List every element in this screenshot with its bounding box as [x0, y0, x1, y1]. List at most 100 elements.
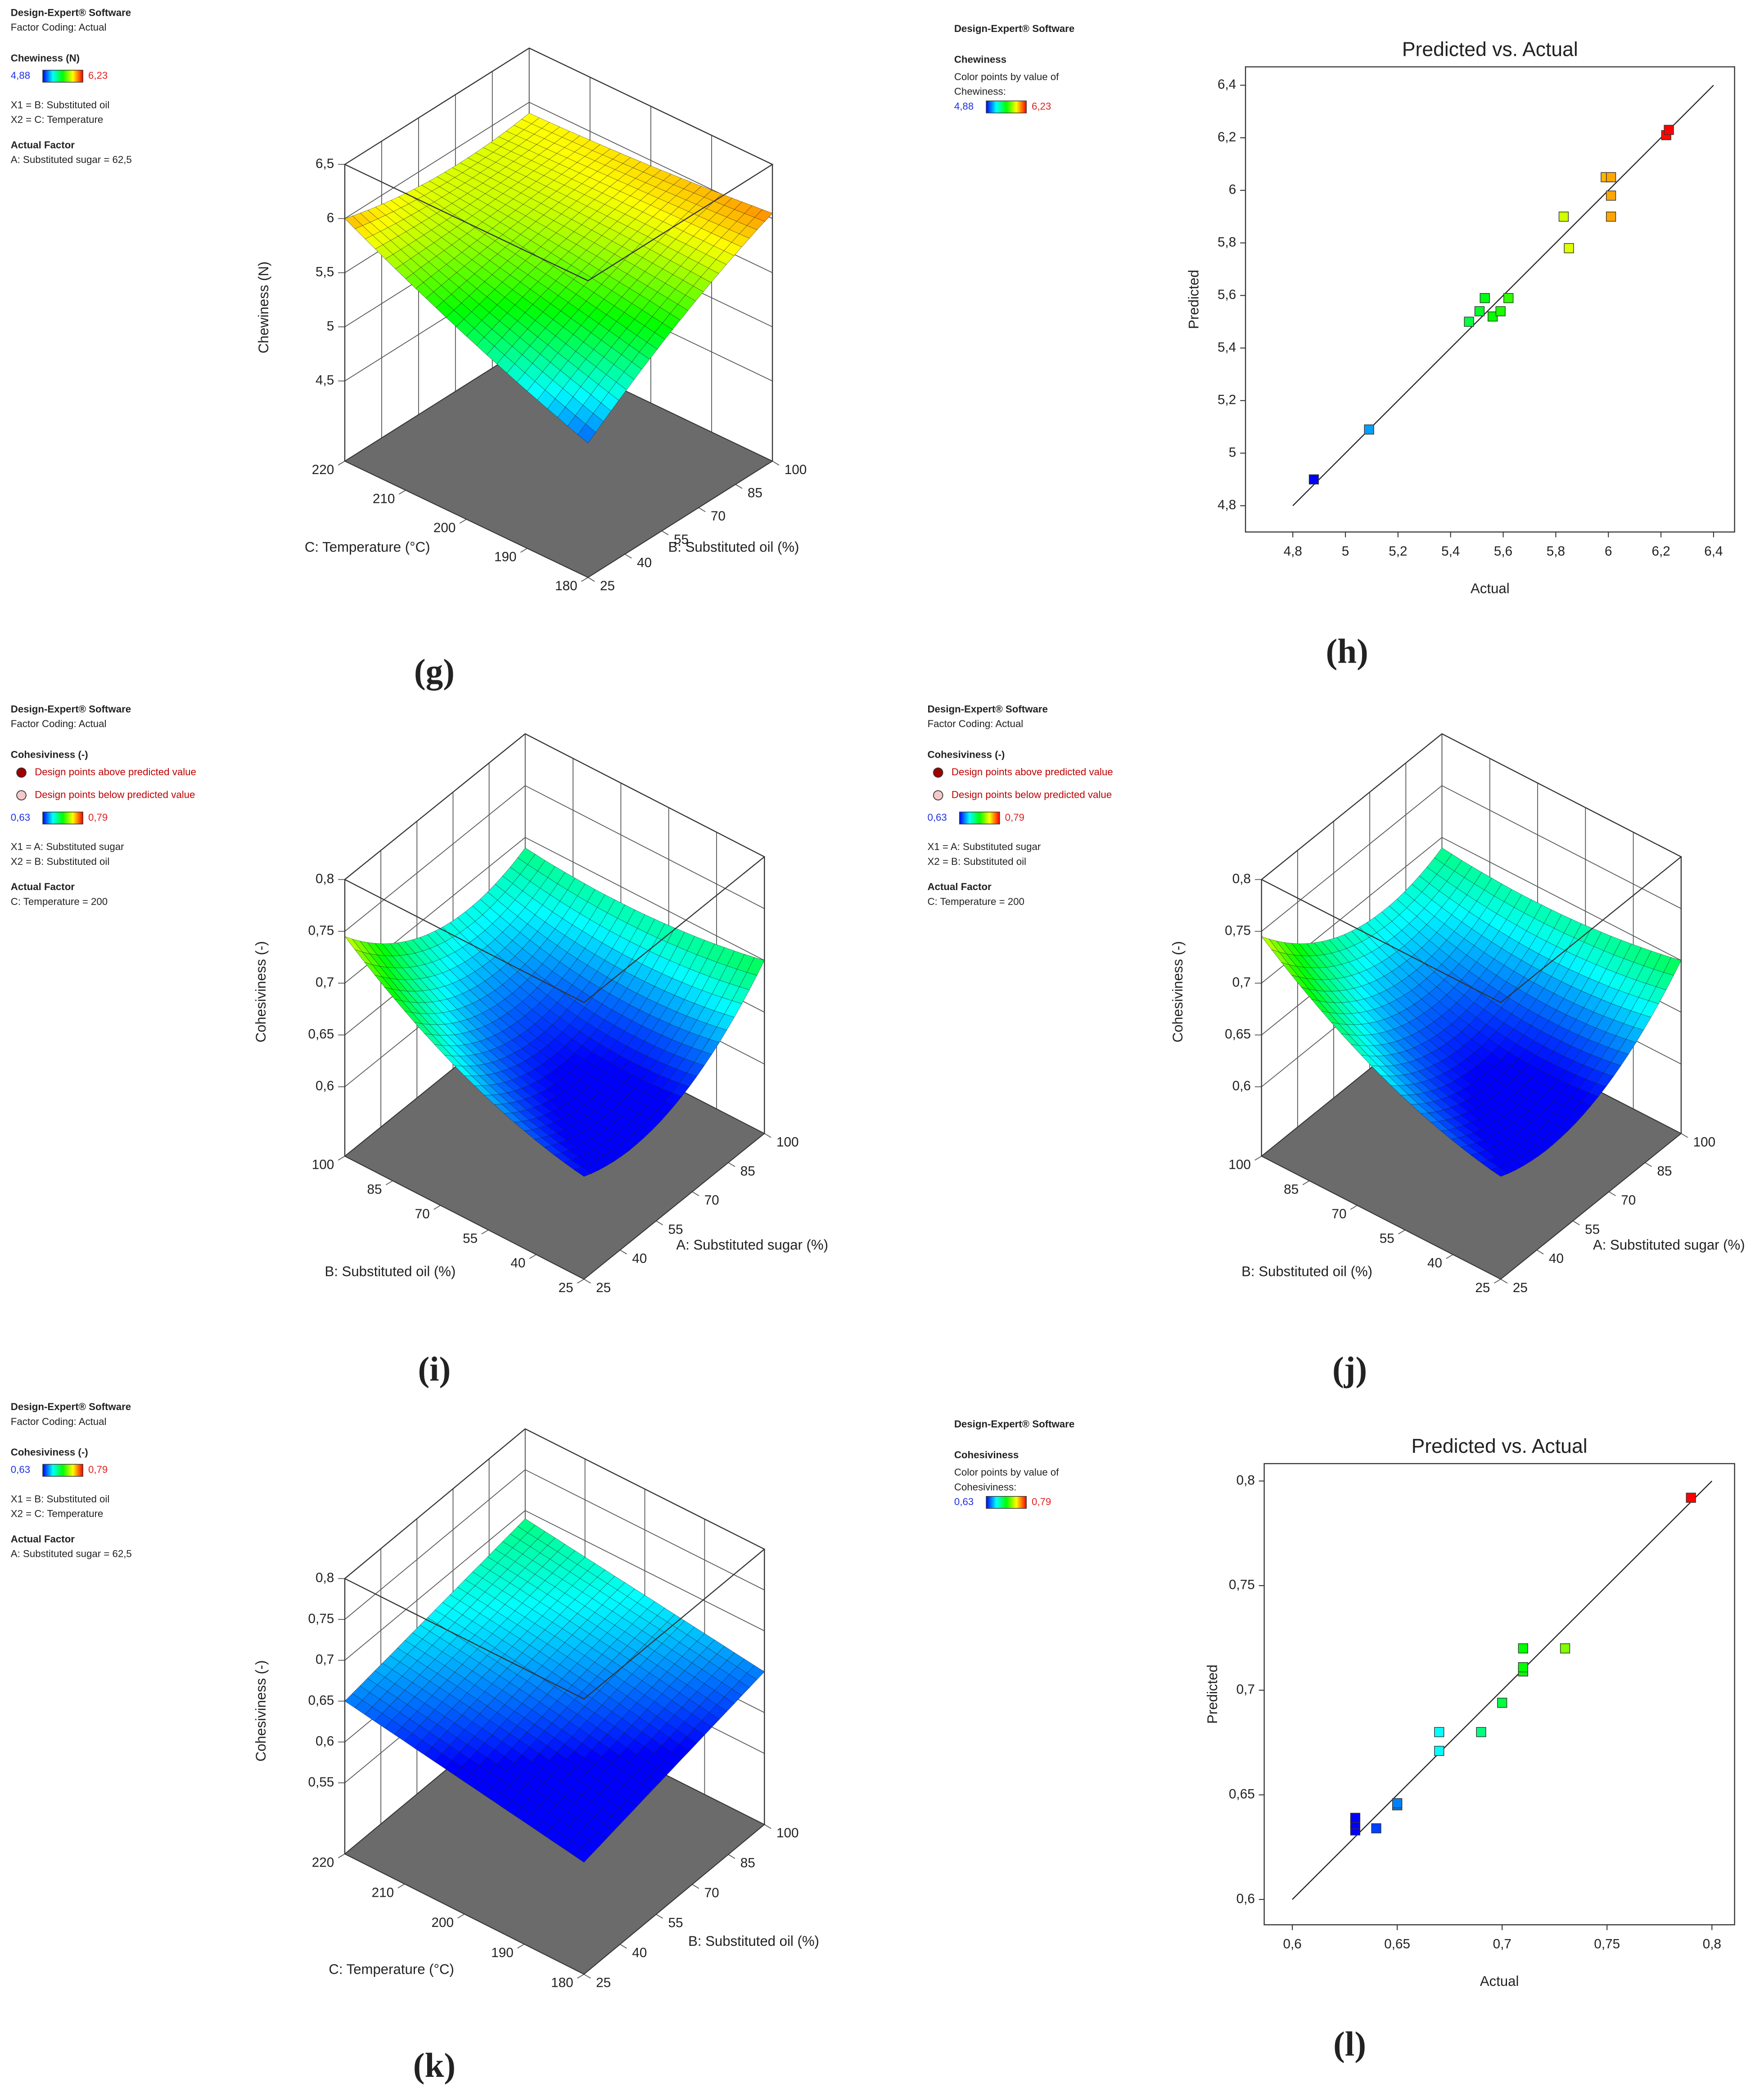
scatter-chart: Predicted vs. Actual Actual Predicted 0,6 0,… [1205, 1435, 1735, 1989]
info-panel: Design-Expert® Software Chewiness Color po… [954, 23, 1074, 113]
actual-factor-heading: Actual Factor [927, 881, 992, 892]
x-axis-title: Actual [1471, 581, 1510, 597]
data-point [1476, 1727, 1486, 1737]
software-name: Design-Expert® Software [11, 1401, 131, 1412]
software-name: Design-Expert® Software [11, 7, 131, 18]
data-point [1392, 1798, 1403, 1809]
x2-tick-label: 55 [1380, 1231, 1394, 1246]
legend-marker [933, 767, 943, 778]
color-note: Cohesiviness: [954, 1481, 1017, 1492]
plot-frame [1263, 1463, 1735, 1926]
x2-tick-label: 25 [559, 1280, 573, 1295]
response-name: Cohesiviness (-) [11, 749, 88, 760]
factor-line: X2 = B: Substituted oil [11, 856, 110, 867]
info-panel: Design-Expert® Software Factor Coding: Ac… [927, 703, 1113, 907]
x2-axis-title: C: Temperature (°C) [305, 539, 430, 555]
x2-axis-title: B: Substituted oil (%) [325, 1264, 456, 1280]
surface-chart: 0,55 0,6 0,65 0,7 0,75 0,8 25 40 55 70 85 100 180 190… [253, 1428, 819, 1990]
wall-grid-line [344, 785, 526, 932]
z-tick-label: 5 [327, 319, 334, 334]
y-tick-label: 0,6 [1236, 1891, 1255, 1906]
legend-label: Design points above predicted value [952, 766, 1113, 778]
x2-tick [338, 461, 345, 466]
response-name: Chewiness (N) [11, 53, 80, 64]
surface [344, 847, 765, 1177]
actual-factor-heading: Actual Factor [11, 139, 75, 150]
data-point [1371, 1823, 1381, 1834]
y-tick-label: 6,4 [1218, 77, 1236, 92]
x2-tick-label: 190 [494, 550, 517, 565]
data-point [1308, 474, 1319, 485]
z-tick-label: 0,65 [1225, 1027, 1251, 1042]
x1-tick [1645, 1162, 1652, 1167]
color-min: 0,63 [11, 1464, 30, 1475]
x1-tick [698, 507, 706, 512]
x2-tick [338, 1156, 345, 1161]
wall-grid-line [525, 785, 765, 909]
z-tick-label: 6,5 [316, 156, 334, 171]
y-tick-label: 5,4 [1218, 340, 1236, 355]
chart-title: Predicted vs. Actual [1412, 1435, 1588, 1457]
x1-tick [620, 1249, 627, 1255]
x2-axis-title: B: Substituted oil (%) [1241, 1264, 1372, 1280]
box-top [343, 1428, 766, 1700]
x2-tick-label: 85 [367, 1182, 382, 1197]
color-max: 0,79 [88, 1464, 108, 1475]
info-panel: Design-Expert® Software Cohesiviness Color… [954, 1419, 1074, 1509]
x-tick-label: 5 [1342, 544, 1349, 559]
legend-marker [933, 790, 943, 800]
panel-label: (g) [414, 652, 455, 691]
colorbar [42, 70, 83, 83]
x2-tick-label: 200 [431, 1915, 454, 1930]
x1-tick [1536, 1249, 1544, 1255]
surface-cell [573, 1847, 592, 1863]
x1-tick-label: 85 [740, 1856, 755, 1871]
z-tick-label: 0,6 [316, 1079, 334, 1094]
box-top [343, 47, 774, 281]
x1-tick-label: 100 [1693, 1135, 1716, 1149]
x2-tick [397, 1883, 405, 1889]
x2-tick [1350, 1205, 1358, 1210]
color-min: 4,88 [954, 100, 974, 112]
x-tick-label: 6,4 [1704, 544, 1723, 559]
color-max: 0,79 [1032, 1496, 1051, 1507]
x2-tick [520, 548, 528, 553]
x2-tick [1493, 1279, 1501, 1284]
x1-tick-label: 25 [596, 1976, 611, 1990]
x1-tick-label: 55 [668, 1222, 683, 1237]
actual-factor: A: Substituted sugar = 62,5 [11, 1548, 132, 1560]
x2-tick [457, 1913, 465, 1919]
x-tick-label: 0,6 [1283, 1937, 1301, 1952]
z-tick-label: 0,8 [316, 871, 334, 886]
box-top [343, 733, 766, 1004]
x1-tick [1572, 1221, 1580, 1225]
z-tick-label: 0,75 [1225, 923, 1251, 938]
x1-tick-label: 55 [1585, 1222, 1600, 1237]
actual-factor-heading: Actual Factor [11, 881, 75, 892]
z-axis-title: Cohesiviness (-) [1170, 941, 1186, 1042]
info-panel: Design-Expert® Software Factor Coding: Ac… [11, 703, 196, 907]
data-point [1606, 172, 1616, 182]
software-name: Design-Expert® Software [927, 703, 1047, 714]
x2-tick-label: 55 [463, 1231, 478, 1246]
data-point [1464, 317, 1474, 327]
y-tick-label: 5 [1229, 445, 1236, 460]
color-max: 6,23 [1032, 100, 1051, 112]
x2-tick-label: 85 [1284, 1182, 1299, 1197]
data-point [1495, 306, 1506, 317]
software-name: Design-Expert® Software [954, 23, 1074, 34]
color-max: 6,23 [88, 70, 108, 81]
info-line: Factor Coding: Actual [927, 718, 1023, 729]
response-name: Cohesiviness [954, 1449, 1019, 1460]
x1-tick [692, 1884, 699, 1889]
plot-frame [1245, 66, 1735, 533]
x1-tick [764, 1824, 771, 1829]
wall-grid-line [1442, 837, 1682, 961]
factor-line: X2 = C: Temperature [11, 114, 104, 125]
x2-tick [1446, 1254, 1453, 1259]
factor-line: X1 = A: Substituted sugar [11, 841, 124, 852]
x2-tick-label: 210 [372, 1885, 394, 1900]
x2-tick-label: 220 [312, 1855, 334, 1870]
color-min: 4,88 [11, 70, 30, 81]
